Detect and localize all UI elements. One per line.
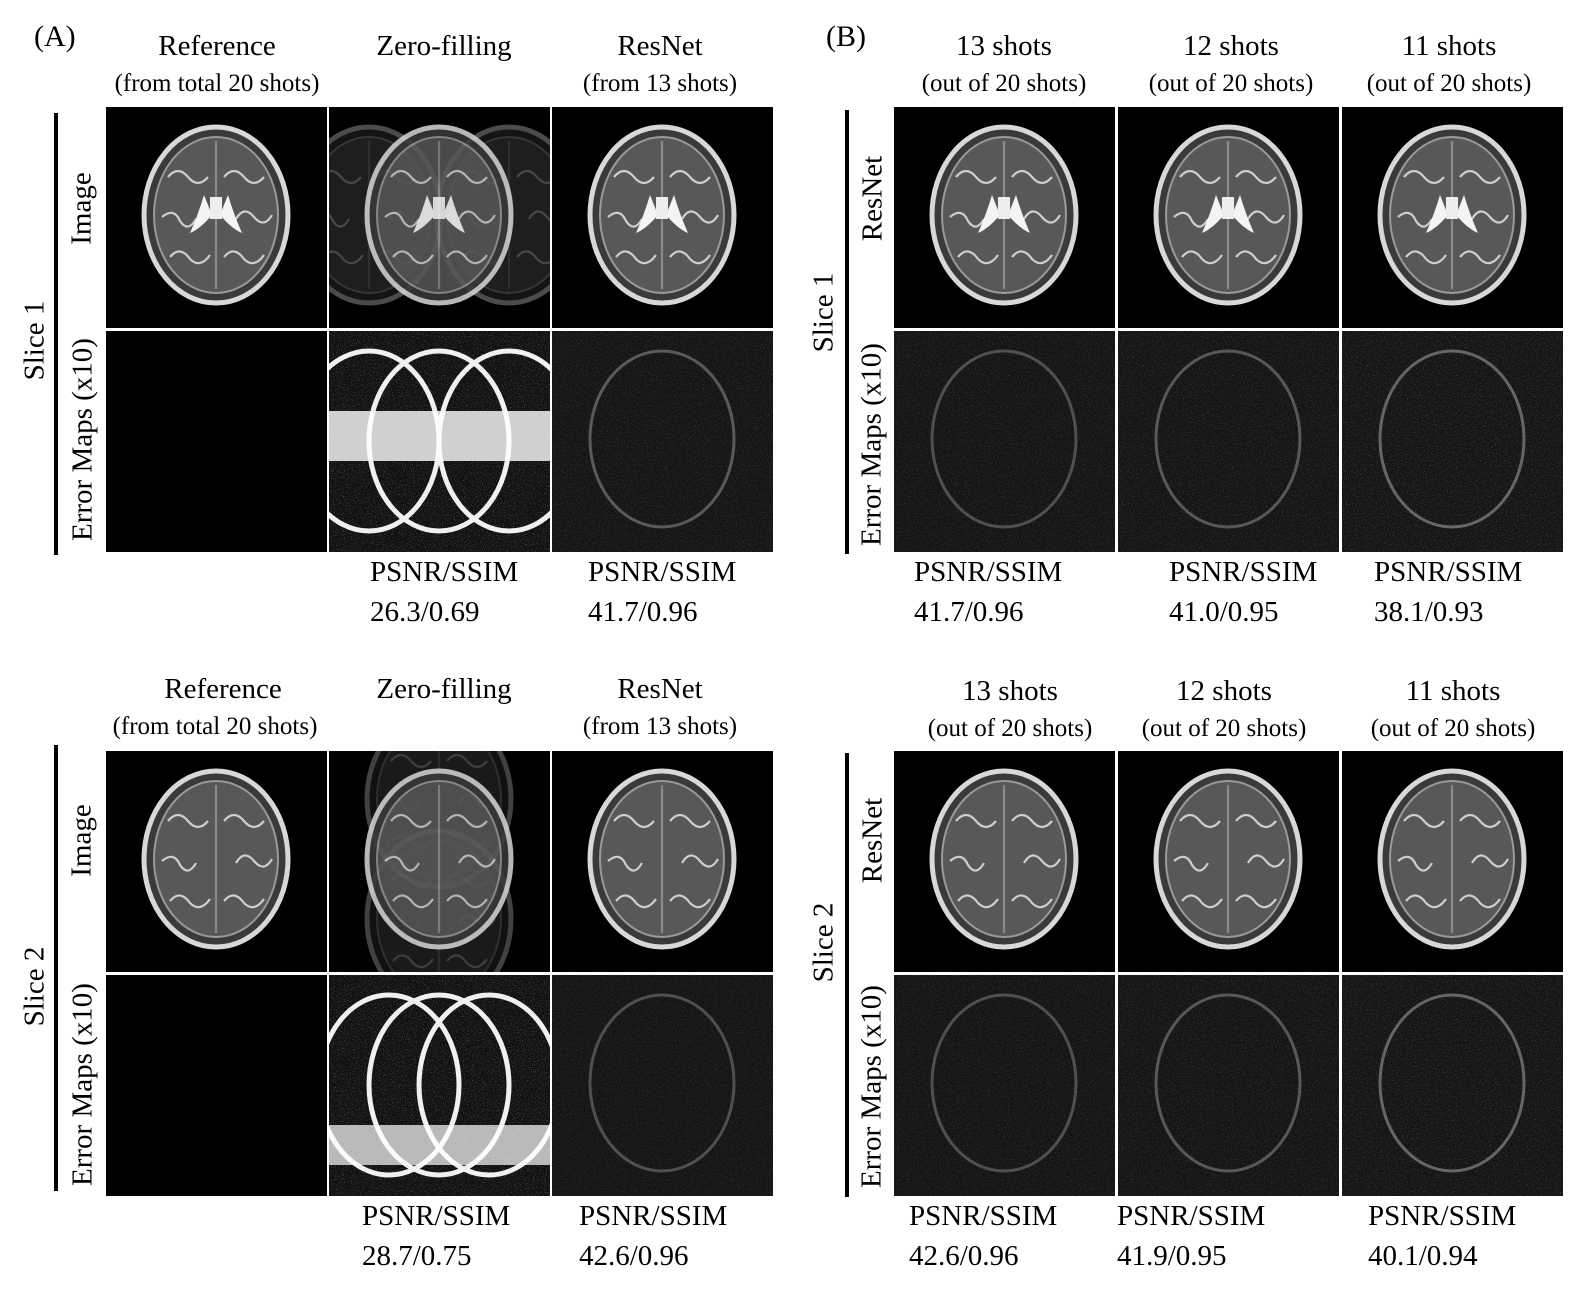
col-a3-title: ResNet [617,30,703,62]
col-a3-sub: (from 13 shots) [582,70,738,97]
error-label-b1: Error Maps (x10) [855,343,888,546]
metric-a2-resnet: PSNR/SSIM 42.6/0.96 [579,1200,728,1272]
metric-b1-12: PSNR/SSIM 41.0/0.95 [1169,556,1318,628]
ref-error-slice1 [106,331,327,552]
slice1-bar-a [54,113,58,555]
resnet12-image-slice1 [1118,107,1339,328]
slice1-label-b: Slice 1 [807,272,840,353]
resnet11-image-slice2 [1342,751,1563,972]
metric-a1-zerofill: PSNR/SSIM 26.3/0.69 [370,556,519,628]
slice2-bar-b [845,753,849,1197]
slice1-label-a: Slice 1 [18,300,51,381]
resnet13-image-slice1 [894,107,1115,328]
zerofill-error-slice2 [329,975,550,1196]
resnet11-error-slice1 [1342,331,1563,552]
zerofill-image-slice1 [329,107,550,328]
col-b1-title: 13 shots [956,30,1052,62]
col-b2-title-2: 12 shots [1176,675,1272,707]
metric-b1-11: PSNR/SSIM 38.1/0.93 [1374,556,1523,628]
slice1-bar-b [845,110,849,554]
metric-b1-13: PSNR/SSIM 41.7/0.96 [914,556,1063,628]
resnet11-error-slice2 [1342,975,1563,1196]
resnet13-error-slice2 [894,975,1115,1196]
col-a1-title: Reference [158,30,276,62]
slice2-bar-a [54,745,58,1191]
resnet-error-slice1 [552,331,773,552]
col-a3-sub-2: (from 13 shots) [582,713,738,740]
resnet-error-slice2 [552,975,773,1196]
panel-b-label: (B) [826,20,866,53]
metric-a1-resnet: PSNR/SSIM 41.7/0.96 [588,556,737,628]
col-b3-title: 11 shots [1401,30,1497,62]
metric-b2-12: PSNR/SSIM 41.9/0.95 [1117,1200,1266,1272]
metric-a2-zerofill: PSNR/SSIM 28.7/0.75 [362,1200,511,1272]
col-b1-sub-2: (out of 20 shots) [927,715,1093,742]
col-b1-sub: (out of 20 shots) [921,70,1087,97]
resnet-label-b2: ResNet [856,797,889,884]
error-label-a1: Error Maps (x10) [66,338,99,541]
zerofill-error-slice1 [329,331,550,552]
resnet12-error-slice2 [1118,975,1339,1196]
slice2-label-b: Slice 2 [807,902,840,983]
col-b2-sub: (out of 20 shots) [1148,70,1314,97]
resnet-image-slice1 [552,107,773,328]
zerofill-image-slice2 [329,751,550,972]
metric-b2-11: PSNR/SSIM 40.1/0.94 [1368,1200,1517,1272]
col-b2-title: 12 shots [1183,30,1279,62]
ref-image-slice2 [106,751,327,972]
ref-image-slice1 [106,107,327,328]
col-a2-title-2: Zero-filling [376,673,512,705]
col-b1-title-2: 13 shots [962,675,1058,707]
image-label-a1: Image [65,172,98,245]
resnet12-image-slice2 [1118,751,1339,972]
col-a1-sub-2: (from total 20 shots) [112,713,318,740]
resnet13-error-slice1 [894,331,1115,552]
col-b3-sub-2: (out of 20 shots) [1370,715,1536,742]
ref-error-slice2 [106,975,327,1196]
col-b2-sub-2: (out of 20 shots) [1141,715,1307,742]
col-a2-title: Zero-filling [376,30,512,62]
col-a3-title-2: ResNet [617,673,703,705]
slice2-label-a: Slice 2 [18,946,51,1027]
col-b3-title-2: 11 shots [1405,675,1501,707]
error-label-a2: Error Maps (x10) [66,983,99,1186]
error-label-b2: Error Maps (x10) [855,985,888,1188]
resnet13-image-slice2 [894,751,1115,972]
col-b3-sub: (out of 20 shots) [1366,70,1532,97]
resnet11-image-slice1 [1342,107,1563,328]
resnet-label-b1: ResNet [856,155,889,242]
panel-a-label: (A) [34,20,76,53]
image-label-a2: Image [65,804,98,877]
col-a1-title-2: Reference [164,673,282,705]
col-a1-sub: (from total 20 shots) [114,70,320,97]
resnet12-error-slice1 [1118,331,1339,552]
metric-b2-13: PSNR/SSIM 42.6/0.96 [909,1200,1058,1272]
resnet-image-slice2 [552,751,773,972]
